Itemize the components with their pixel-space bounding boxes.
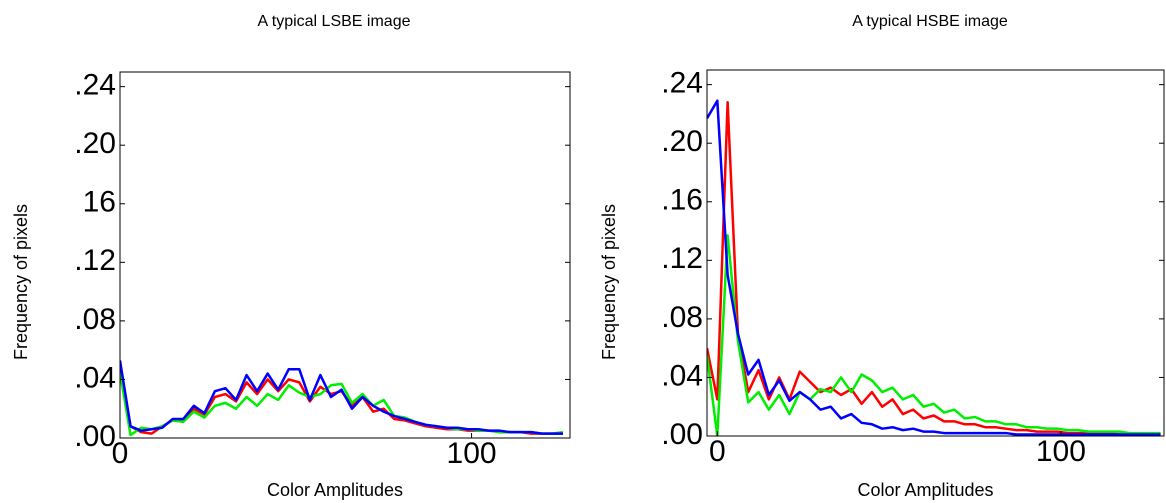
y-tick-label: .24 (661, 67, 703, 100)
x-tick-label: 0 (709, 435, 726, 468)
y-tick-label: .04 (661, 359, 703, 392)
data-line (120, 371, 564, 437)
data-line (120, 360, 563, 435)
y-tick-label: .08 (661, 301, 703, 334)
x-tick-label: 100 (1036, 435, 1086, 468)
y-tick-label: .08 (74, 303, 116, 336)
x-axis-label: Color Amplitudes (267, 480, 403, 500)
data-line (707, 99, 1161, 436)
y-tick-label: .12 (661, 242, 703, 275)
y-tick-label: .24 (74, 69, 116, 102)
plot-frame (706, 69, 1165, 437)
y-tick-label: .00 (661, 418, 703, 451)
plot-area (120, 360, 564, 437)
y-tick-label: 16 (83, 186, 116, 219)
plot-frame (119, 71, 571, 439)
y-tick-label: .00 (74, 420, 116, 453)
y-axis-label: Frequency of pixels (599, 204, 619, 360)
data-line (707, 234, 1161, 436)
y-tick-label: .20 (661, 125, 703, 158)
y-tick-label: .16 (661, 184, 703, 217)
x-tick-label: 100 (447, 437, 497, 470)
y-tick-label: .20 (74, 127, 116, 160)
y-tick-label: .12 (74, 244, 116, 277)
plot-area (707, 99, 1161, 436)
chart-title: A typical HSBE image (852, 13, 1008, 30)
y-axis-label: Frequency of pixels (11, 204, 31, 360)
x-axis-label: Color Amplitudes (857, 480, 993, 500)
y-tick-label: .04 (74, 361, 116, 394)
x-tick-label: 0 (112, 437, 129, 470)
chart-title: A typical LSBE image (258, 13, 411, 30)
data-line (120, 364, 563, 435)
